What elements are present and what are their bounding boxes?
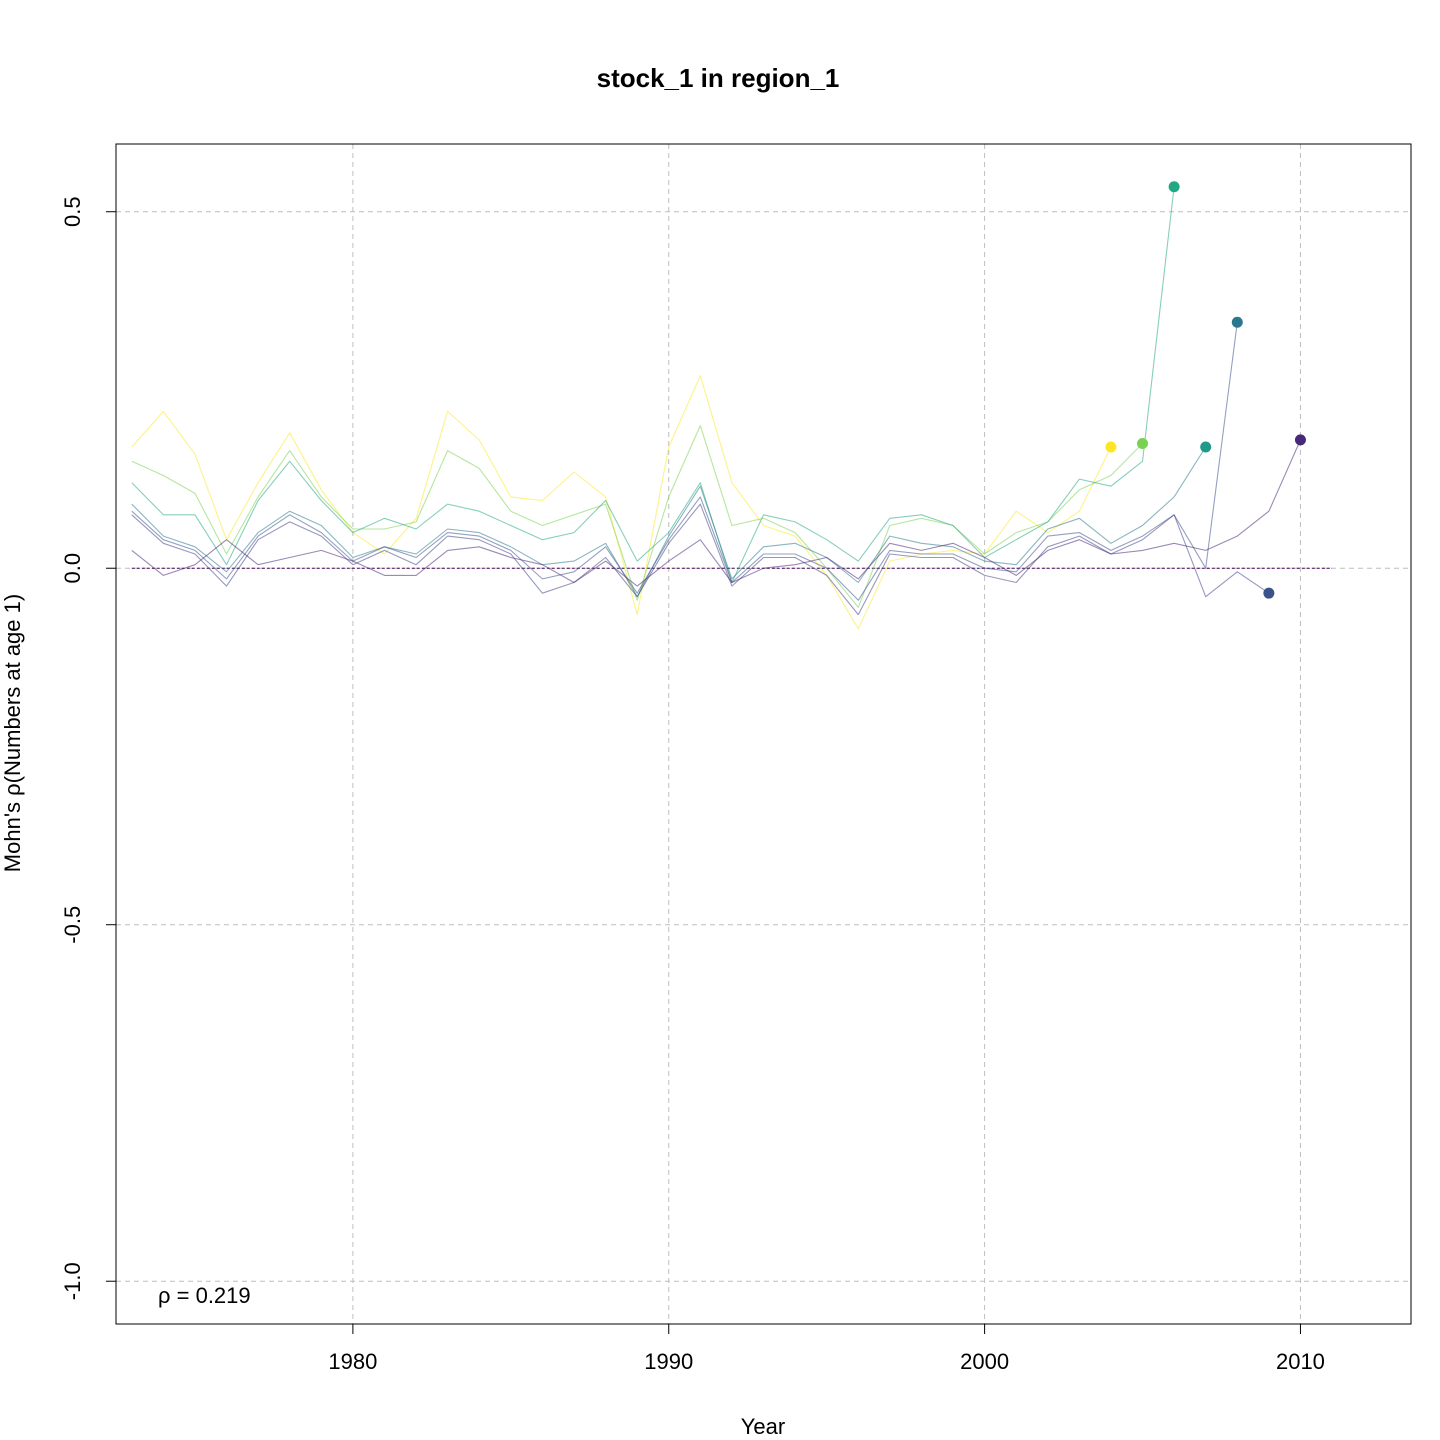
y-axis: -1.0 -0.5 0.0 0.5: [60, 196, 116, 1300]
y-tick-label-3: 0.5: [60, 196, 85, 227]
x-tick-label-1980: 1980: [328, 1349, 377, 1374]
series-line-3: [131, 446, 1207, 598]
terminal-point-2: [1168, 181, 1180, 193]
series-lines: [131, 186, 1302, 630]
x-tick-label-2010: 2010: [1276, 1349, 1325, 1374]
terminal-point-1: [1137, 437, 1149, 449]
chart-title: stock_1 in region_1: [597, 63, 840, 93]
terminal-point-6: [1294, 434, 1306, 446]
series-line-6: [131, 439, 1302, 587]
plot-frame: [115, 143, 1412, 1325]
y-tick-label-0: -1.0: [60, 1262, 85, 1300]
y-axis-label: Mohn's ρ(Numbers at age 1): [0, 594, 25, 872]
terminal-point-3: [1200, 441, 1212, 453]
y-tick-label-1: -0.5: [60, 906, 85, 944]
x-axis-label: Year: [741, 1414, 785, 1439]
series-line-4: [131, 322, 1238, 601]
terminal-point-0: [1105, 441, 1117, 453]
series-line-2: [131, 186, 1175, 584]
series-line-0: [131, 375, 1112, 630]
x-axis: 1980 1990 2000 2010: [328, 1324, 1325, 1374]
terminal-points: [1105, 181, 1306, 599]
series-line-1: [131, 425, 1143, 608]
x-tick-label-2000: 2000: [960, 1349, 1009, 1374]
terminal-point-4: [1231, 316, 1243, 328]
y-tick-label-2: 0.0: [60, 553, 85, 584]
series-line-5: [131, 503, 1270, 616]
grid-lines: [116, 144, 1411, 1324]
mohns-rho-annotation: ρ = 0.219: [158, 1283, 251, 1308]
x-tick-label-1990: 1990: [644, 1349, 693, 1374]
terminal-point-5: [1263, 587, 1275, 599]
